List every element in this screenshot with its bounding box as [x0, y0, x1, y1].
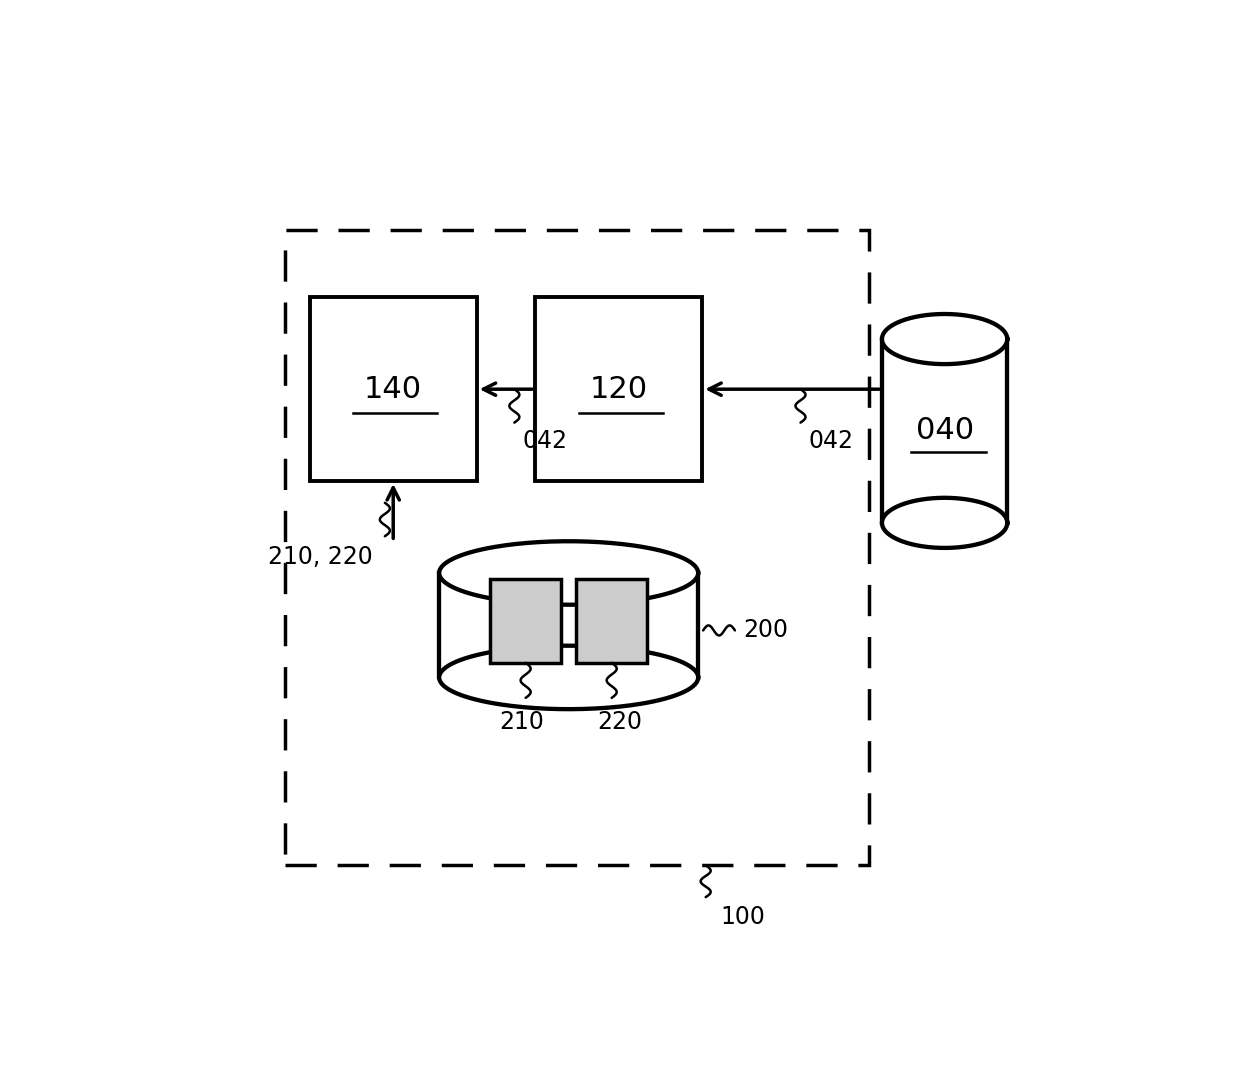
- Polygon shape: [882, 339, 1007, 523]
- Text: 140: 140: [365, 374, 423, 404]
- FancyBboxPatch shape: [490, 579, 562, 663]
- Text: 220: 220: [598, 711, 642, 735]
- Text: 100: 100: [720, 906, 765, 930]
- FancyBboxPatch shape: [577, 579, 647, 663]
- Text: 210, 220: 210, 220: [268, 545, 372, 569]
- Polygon shape: [439, 573, 698, 677]
- Bar: [310, 297, 476, 481]
- Text: 040: 040: [915, 417, 973, 446]
- Text: 042: 042: [523, 430, 568, 454]
- Polygon shape: [882, 498, 1007, 548]
- Polygon shape: [439, 541, 698, 604]
- Polygon shape: [439, 646, 698, 710]
- Text: 210: 210: [498, 711, 544, 735]
- Polygon shape: [882, 314, 1007, 365]
- Text: 042: 042: [808, 430, 854, 454]
- Bar: [285, 230, 869, 866]
- Text: 120: 120: [590, 374, 647, 404]
- Text: 200: 200: [743, 618, 789, 642]
- Bar: [536, 297, 702, 481]
